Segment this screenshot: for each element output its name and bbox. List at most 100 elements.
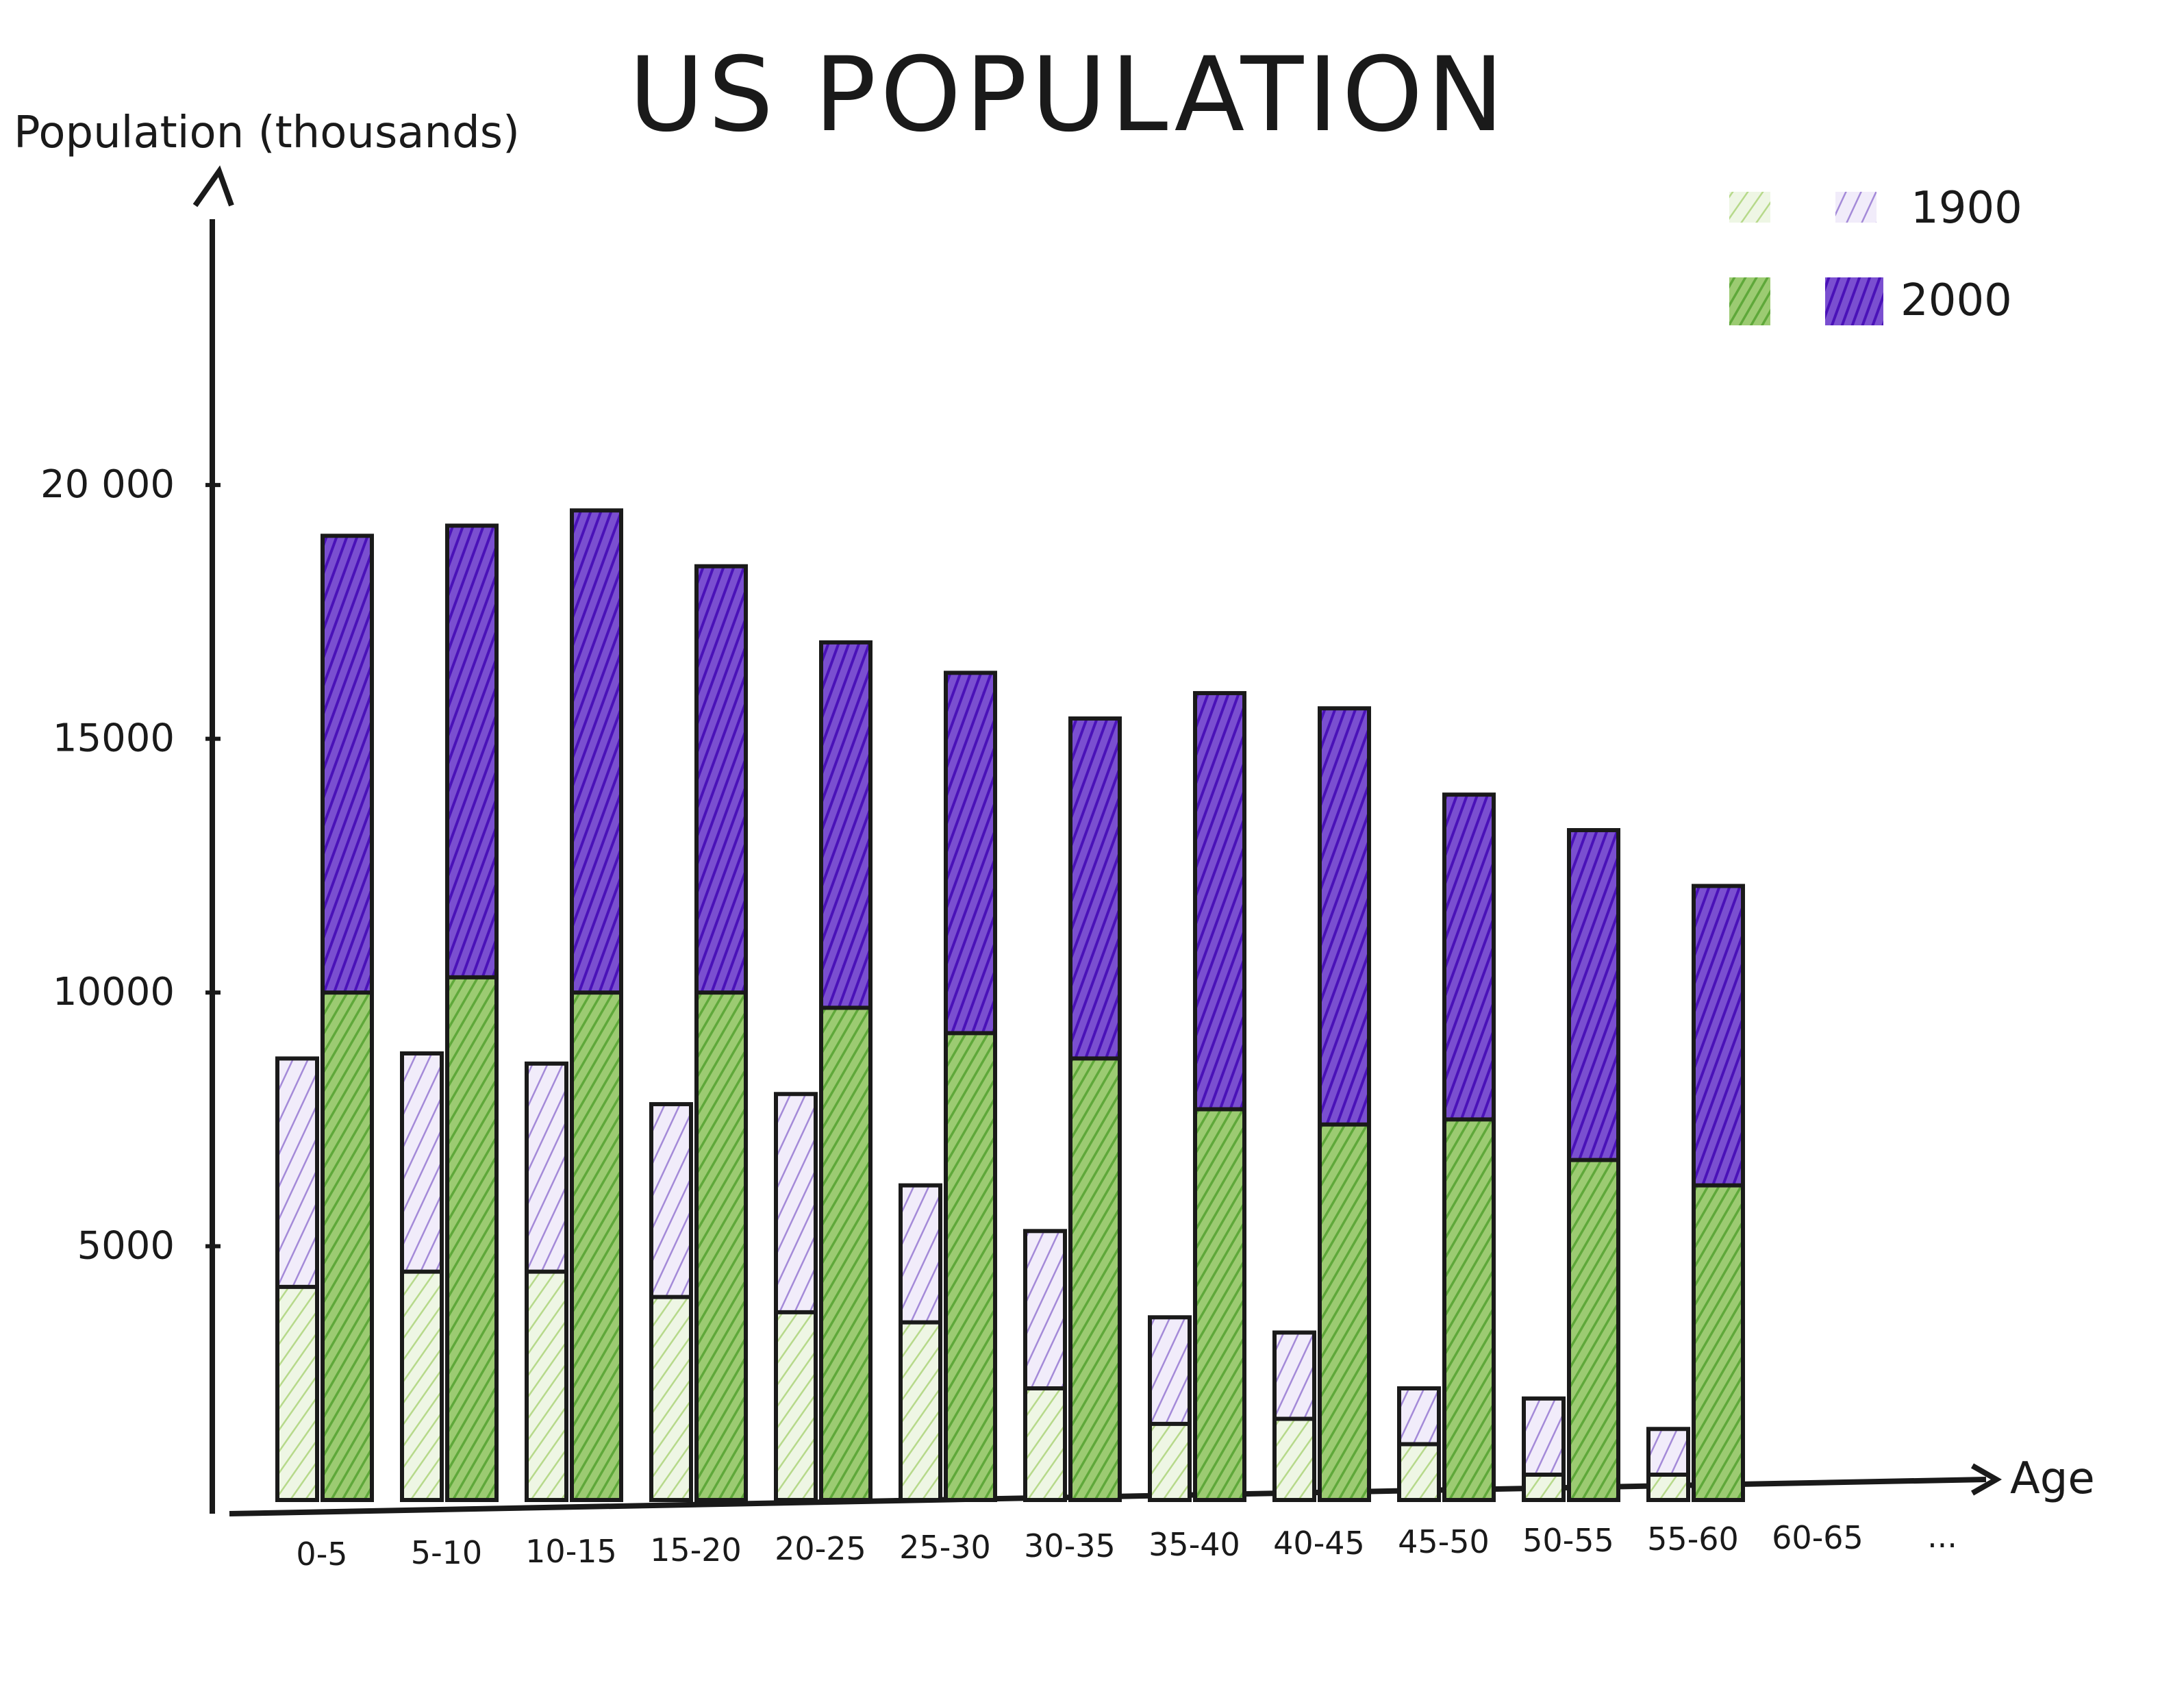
legend: 1900 2000 (1729, 183, 2022, 326)
bar-2000-lower-4 (821, 1008, 870, 1500)
x-tick-label-2: 10-15 (525, 1533, 617, 1570)
bar-1900-outline-1 (400, 1051, 444, 1502)
bar-1900-lower-1 (402, 1271, 442, 1500)
bar-1900-outline-4 (774, 1092, 818, 1502)
bars (275, 508, 1745, 1503)
x-tick-labels: 0-5 5-10 10-15 15-20 20-25 25-30 30-35 35-40 40-… (296, 1518, 1957, 1573)
bar-2000-upper-10 (1569, 830, 1618, 1160)
bar-2000-outline-5 (944, 671, 997, 1502)
bar-1900-outline-11 (1646, 1427, 1690, 1502)
y-ticks: 5000 10000 15000 20 000 (40, 462, 221, 1268)
x-tick-label-4: 20-25 (775, 1530, 866, 1567)
bar-2000-upper-5 (946, 673, 995, 1034)
legend-swatch-2000-green (1729, 277, 1770, 325)
bar-2000-lower-5 (946, 1033, 995, 1500)
bar-1900-outline-6 (1023, 1229, 1067, 1503)
y-tick-label-0: 5000 (77, 1224, 175, 1268)
bar-1900-upper-2 (527, 1063, 566, 1272)
bar-2000-lower-0 (323, 992, 372, 1500)
bar-1900-outline-0 (275, 1056, 319, 1502)
bar-1900-lower-6 (1025, 1388, 1065, 1500)
bar-1900-upper-11 (1648, 1429, 1688, 1475)
bar-1900-upper-1 (402, 1053, 442, 1272)
bar-2000-lower-9 (1444, 1119, 1494, 1500)
y-tick-label-2: 15000 (53, 716, 175, 761)
bar-1900-lower-8 (1275, 1418, 1314, 1500)
bar-2000-upper-4 (821, 642, 870, 1008)
bar-1900-outline-10 (1522, 1396, 1566, 1503)
bar-1900-upper-8 (1275, 1332, 1314, 1419)
bar-1900-lower-10 (1524, 1474, 1564, 1500)
x-tick-label-12: 60-65 (1772, 1519, 1863, 1556)
bar-1900-outline-2 (525, 1061, 568, 1503)
bar-1900-lower-9 (1399, 1444, 1439, 1500)
bar-2000-upper-1 (447, 525, 497, 977)
bar-1900-upper-3 (651, 1104, 691, 1297)
legend-swatch-1900-purple (1835, 192, 1877, 223)
bar-2000-lower-11 (1694, 1185, 1743, 1500)
x-tick-label-8: 40-45 (1273, 1525, 1365, 1562)
bar-2000-outline-0 (321, 534, 374, 1502)
bar-2000-outline-2 (570, 508, 623, 1502)
x-tick-label-13: ... (1927, 1518, 1957, 1555)
bar-1900-upper-6 (1025, 1231, 1065, 1388)
bar-1900-lower-0 (277, 1286, 317, 1500)
bar-2000-outline-10 (1567, 828, 1620, 1502)
bar-2000-upper-7 (1195, 692, 1244, 1110)
y-tick-label-3: 20 000 (40, 462, 175, 507)
legend-label-1900: 1900 (1911, 183, 2022, 234)
legend-swatch-1900-green (1729, 192, 1770, 223)
bar-2000-upper-2 (572, 510, 621, 993)
bar-1900-lower-7 (1150, 1423, 1190, 1500)
bar-1900-lower-3 (651, 1297, 691, 1500)
bar-2000-upper-6 (1070, 718, 1120, 1059)
x-axis-label: Age (2010, 1453, 2095, 1504)
x-tick-label-0: 0-5 (296, 1536, 347, 1573)
x-tick-label-6: 30-35 (1024, 1527, 1116, 1564)
x-tick-label-9: 45-50 (1398, 1523, 1490, 1560)
x-tick-label-3: 15-20 (650, 1532, 742, 1568)
bar-2000-lower-7 (1195, 1109, 1244, 1500)
bar-2000-upper-11 (1694, 886, 1743, 1186)
bar-2000-outline-6 (1068, 716, 1122, 1502)
bar-2000-outline-8 (1318, 706, 1371, 1502)
bar-1900-upper-10 (1524, 1398, 1564, 1475)
bar-2000-outline-11 (1692, 884, 1745, 1502)
legend-swatch-2000-purple (1825, 277, 1883, 325)
bar-1900-lower-5 (901, 1322, 940, 1500)
bar-2000-outline-7 (1193, 690, 1246, 1502)
y-axis-label: Population (thousands) (14, 108, 520, 158)
x-tick-label-10: 50-55 (1522, 1522, 1614, 1559)
bar-1900-outline-5 (899, 1183, 942, 1502)
bar-2000-outline-1 (445, 523, 499, 1502)
bar-2000-lower-10 (1569, 1160, 1618, 1500)
x-tick-label-5: 25-30 (899, 1529, 991, 1566)
bar-2000-upper-9 (1444, 795, 1494, 1120)
bar-2000-lower-1 (447, 977, 497, 1500)
bar-1900-outline-8 (1272, 1330, 1316, 1502)
bar-2000-outline-4 (819, 640, 873, 1502)
bar-1900-upper-4 (776, 1094, 816, 1312)
bar-2000-upper-3 (696, 566, 746, 993)
chart-title: US POPULATION (629, 36, 1508, 155)
y-tick-label-1: 10000 (53, 970, 175, 1014)
bar-1900-lower-11 (1648, 1474, 1688, 1500)
bar-1900-lower-2 (527, 1271, 566, 1500)
x-tick-label-1: 5-10 (411, 1534, 482, 1571)
bar-2000-lower-6 (1070, 1058, 1120, 1500)
x-axis-arrowhead (1971, 1463, 2003, 1496)
bar-2000-upper-0 (323, 536, 372, 993)
legend-label-2000: 2000 (1900, 275, 2012, 326)
bar-2000-outline-3 (694, 564, 748, 1502)
bar-1900-outline-7 (1148, 1315, 1192, 1502)
bar-1900-upper-0 (277, 1058, 317, 1287)
x-tick-label-7: 35-40 (1149, 1526, 1240, 1563)
bar-2000-lower-8 (1320, 1124, 1369, 1500)
bar-1900-outline-3 (649, 1102, 693, 1503)
bar-1900-upper-9 (1399, 1388, 1439, 1445)
bar-2000-upper-8 (1320, 708, 1369, 1125)
bar-1900-upper-5 (901, 1185, 940, 1323)
bar-2000-lower-2 (572, 992, 621, 1500)
bar-1900-upper-7 (1150, 1317, 1190, 1424)
